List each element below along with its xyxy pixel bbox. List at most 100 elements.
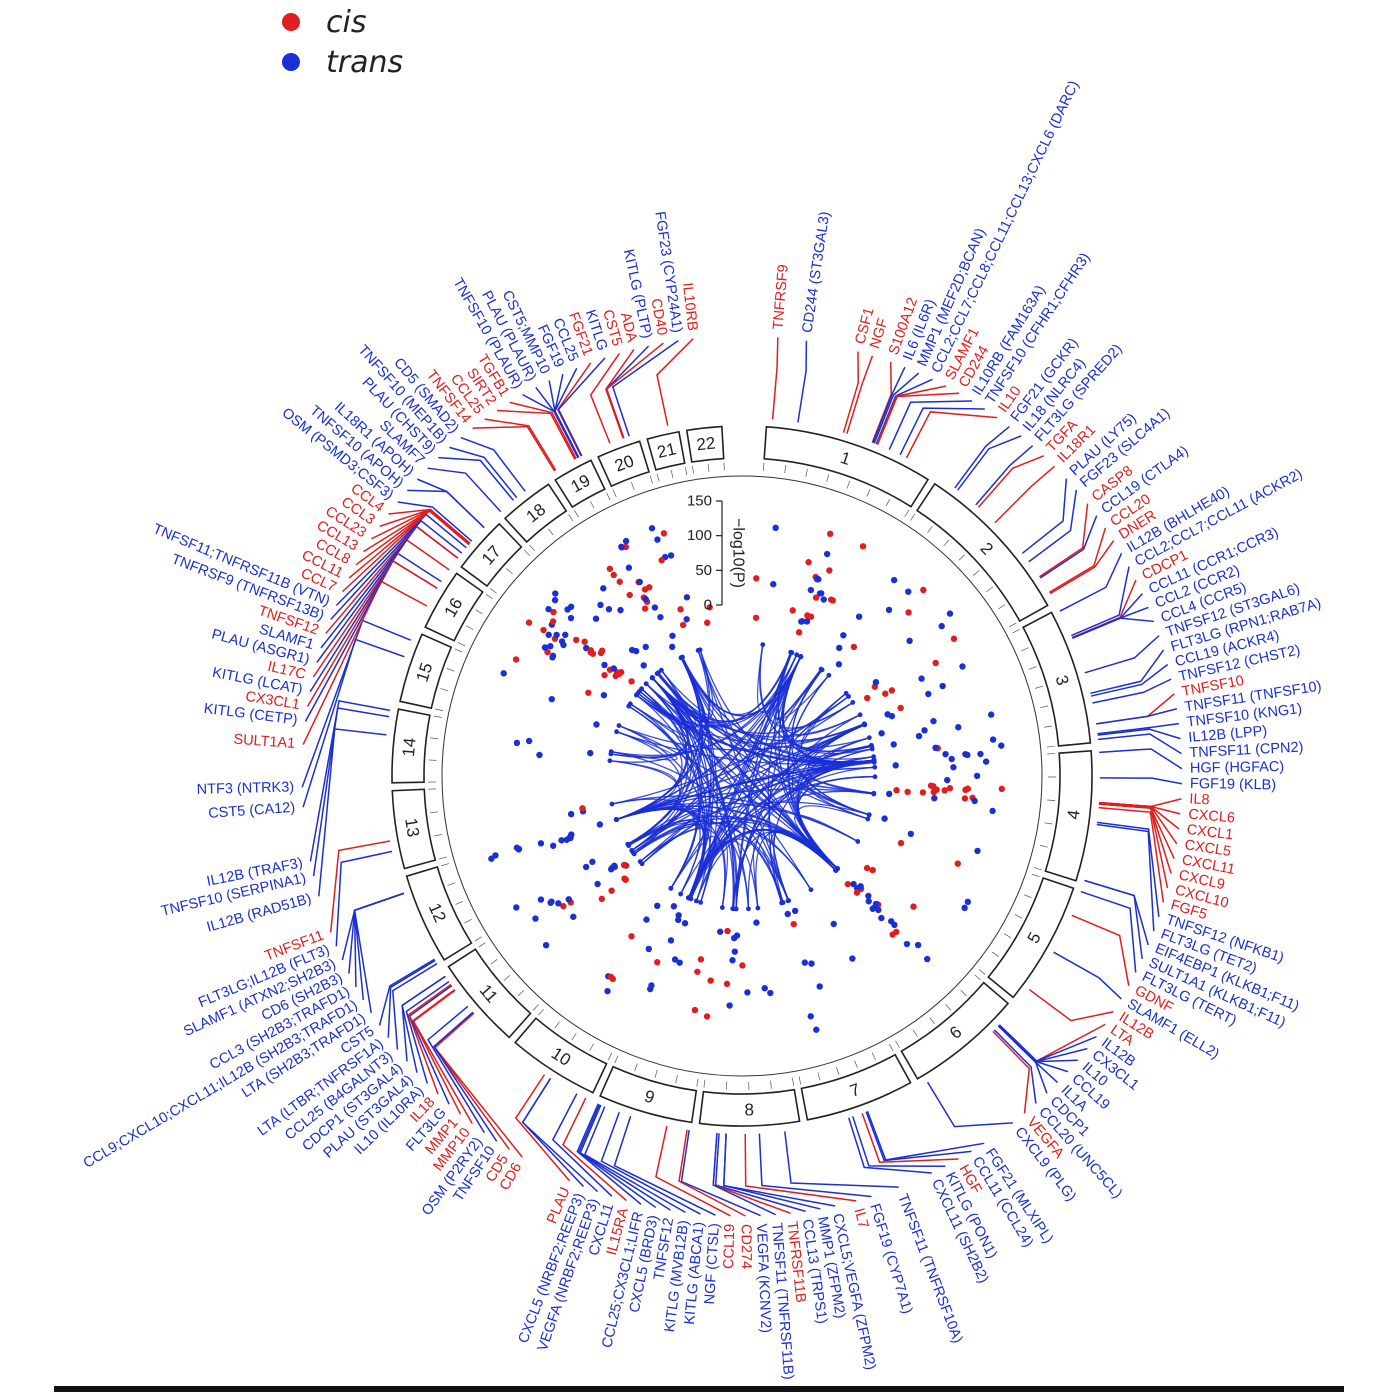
association-dot <box>726 1002 733 1009</box>
association-dot <box>587 749 594 757</box>
ideogram-tick <box>1044 725 1053 728</box>
chromosome-3 <box>1022 611 1092 747</box>
chromosome-11 <box>447 948 532 1039</box>
association-dot <box>729 957 736 964</box>
ideogram-tick <box>1047 753 1056 755</box>
trans-link <box>616 724 838 873</box>
gene-connector <box>1070 566 1130 637</box>
ideogram-tick <box>571 1033 577 1041</box>
ideogram-tick <box>696 1078 699 1087</box>
ideogram-tick <box>455 900 463 905</box>
ideogram-tick <box>675 1075 678 1084</box>
link-end <box>833 867 839 873</box>
association-dot <box>513 739 521 747</box>
ideogram-tick <box>568 514 574 522</box>
association-dot <box>589 858 596 866</box>
ideogram-tick <box>1033 867 1042 871</box>
ideogram-tick <box>885 498 891 507</box>
trans-link <box>656 670 735 911</box>
association-dot <box>642 595 649 603</box>
association-dot <box>572 636 580 644</box>
association-dot <box>892 762 899 769</box>
chromosome-7 <box>800 1053 912 1121</box>
ideogram-tick <box>447 882 456 886</box>
association-dot <box>903 940 911 948</box>
gene-connector <box>329 840 391 933</box>
gene-connector <box>427 467 502 513</box>
association-dot <box>919 789 927 796</box>
trans-link <box>608 675 689 759</box>
gene-connector <box>712 1133 776 1216</box>
ideogram-tick <box>606 492 611 501</box>
chromosome-22 <box>685 425 725 463</box>
association-dot <box>807 1013 814 1020</box>
association-dot <box>592 615 600 622</box>
association-dot <box>675 912 682 919</box>
association-dot <box>998 742 1005 749</box>
association-dot <box>625 564 633 571</box>
association-dot <box>974 847 981 855</box>
association-dot <box>642 643 649 651</box>
association-dot <box>932 744 939 752</box>
association-dot <box>716 928 724 935</box>
association-dot <box>608 866 615 873</box>
gene-connector <box>797 340 808 423</box>
association-dot <box>600 585 607 592</box>
trans-link <box>650 647 714 721</box>
association-dot <box>805 559 812 566</box>
association-dot <box>513 904 520 911</box>
association-dot <box>610 571 617 579</box>
gene-connector <box>1072 593 1143 639</box>
association-dot <box>658 557 665 564</box>
association-dot <box>744 989 751 996</box>
association-dot <box>547 642 554 650</box>
association-dot <box>964 751 971 759</box>
association-dot <box>646 584 653 591</box>
association-dot <box>844 880 852 888</box>
association-dot <box>982 758 990 765</box>
ideogram-tick <box>554 1021 560 1029</box>
ideogram-tick <box>943 539 950 547</box>
association-dot <box>542 941 550 949</box>
association-dot <box>930 717 937 725</box>
legend-label-cis: cis <box>326 4 367 40</box>
legend: cis trans <box>270 0 490 90</box>
gene-connector <box>1099 748 1183 770</box>
gene-label: HGF (HGFAC) <box>1190 759 1285 777</box>
gene-connector <box>613 1116 716 1216</box>
trans-link <box>808 784 876 795</box>
gene-connector <box>993 1029 1037 1104</box>
chromosome-16 <box>424 572 484 642</box>
association-dot <box>537 896 545 903</box>
association-dot <box>823 550 831 558</box>
association-dot <box>643 916 650 923</box>
association-dot <box>865 892 872 900</box>
gene-connector <box>926 1081 1013 1128</box>
association-dot <box>703 1013 711 1020</box>
gene-connector <box>771 337 779 420</box>
association-dot <box>804 612 811 619</box>
association-dot <box>610 665 617 672</box>
ideogram-tick <box>503 975 511 981</box>
association-dot <box>840 632 847 639</box>
trans-link <box>644 681 813 892</box>
gene-label: IL8 <box>1189 791 1210 808</box>
association-dot <box>541 644 549 651</box>
gene-connector <box>1084 635 1160 674</box>
gene-connector <box>888 400 973 450</box>
ideogram-tick <box>466 625 474 630</box>
chromosome-15 <box>399 633 453 710</box>
gene-connector <box>579 1104 671 1211</box>
association-dot <box>552 590 559 597</box>
trans-link <box>609 750 790 903</box>
association-dot <box>808 960 815 967</box>
gene-connector <box>605 342 664 439</box>
association-dot <box>813 1026 820 1033</box>
association-dot <box>973 772 981 780</box>
legend-item-cis: cis <box>270 2 366 42</box>
gene-label: ADA <box>617 311 640 344</box>
ideogram-tick <box>489 588 497 594</box>
legend-label-trans: trans <box>326 44 404 80</box>
bottom-rule <box>54 1386 1344 1392</box>
chromosome-5 <box>987 877 1075 999</box>
